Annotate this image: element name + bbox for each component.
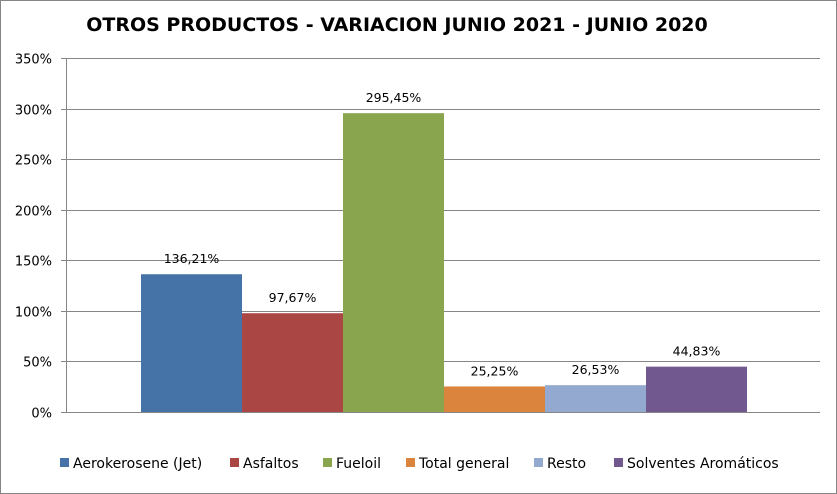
data-label: 26,53% <box>572 362 620 377</box>
legend-item: Asfaltos <box>230 456 299 472</box>
y-tick-label: 150% <box>15 255 52 270</box>
data-label: 136,21% <box>164 251 220 266</box>
legend-item: Total general <box>406 456 509 472</box>
legend-label: Solventes Aromáticos <box>627 456 779 472</box>
bar-solventes-arom-ticos <box>646 366 747 412</box>
bar-total-general <box>444 386 545 412</box>
y-tick-label: 0% <box>31 407 52 422</box>
legend-item: Aerokerosene (Jet) <box>60 456 202 472</box>
legend-swatch <box>60 458 69 467</box>
data-label: 44,83% <box>673 344 721 359</box>
y-tick-label: 200% <box>15 205 52 220</box>
y-tick-label: 100% <box>15 306 52 321</box>
legend-label: Fueloil <box>336 456 381 472</box>
legend-item: Solventes Aromáticos <box>614 456 779 472</box>
bar-aerokerosene-jet- <box>141 274 242 412</box>
bar-fueloil <box>343 113 444 412</box>
y-tick-label: 300% <box>15 104 52 119</box>
data-label: 25,25% <box>471 363 519 378</box>
legend-label: Total general <box>418 456 509 472</box>
bar-asfaltos <box>242 313 343 412</box>
y-tick-label: 50% <box>23 356 52 371</box>
bar-resto <box>545 385 646 412</box>
y-tick-label: 350% <box>15 53 52 68</box>
legend-swatch <box>230 458 239 467</box>
legend-item: Fueloil <box>323 456 381 472</box>
legend-swatch <box>406 458 415 467</box>
data-label: 295,45% <box>366 90 422 105</box>
legend-item: Resto <box>534 456 586 472</box>
legend-swatch <box>534 458 543 467</box>
y-tick-label: 250% <box>15 154 52 169</box>
chart-title: OTROS PRODUCTOS - VARIACION JUNIO 2021 -… <box>86 14 708 36</box>
legend-swatch <box>614 458 623 467</box>
legend-label: Resto <box>547 456 586 472</box>
legend-label: Aerokerosene (Jet) <box>73 456 202 472</box>
data-label: 97,67% <box>269 290 317 305</box>
legend-label: Asfaltos <box>243 456 299 472</box>
legend-swatch <box>323 458 332 467</box>
